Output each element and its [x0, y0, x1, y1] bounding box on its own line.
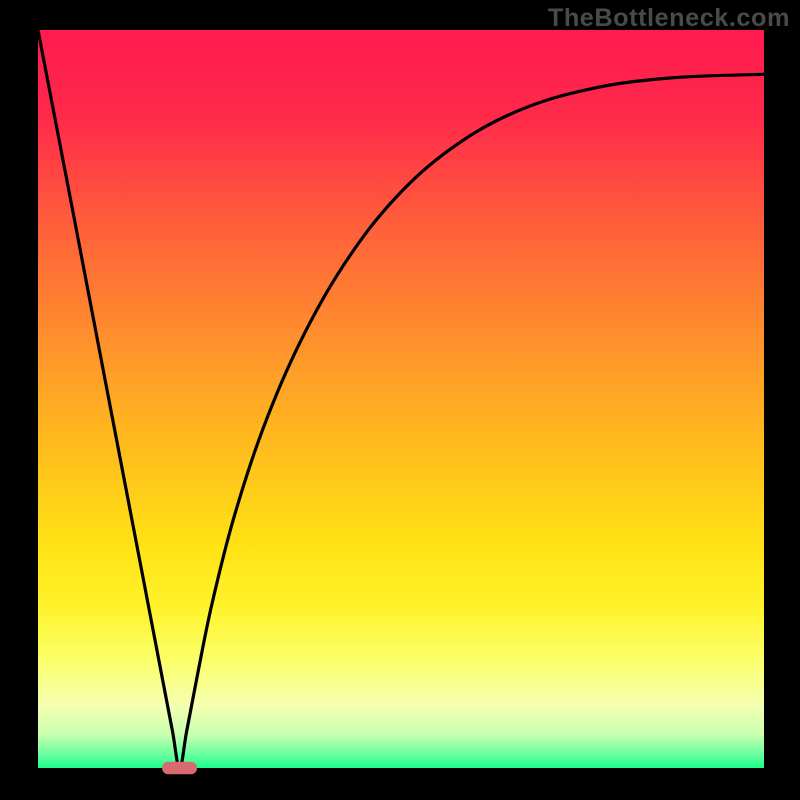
watermark-text: TheBottleneck.com: [548, 4, 790, 33]
chart-container: TheBottleneck.com: [0, 0, 800, 800]
bottleneck-chart: [0, 0, 800, 800]
optimal-marker: [162, 762, 197, 775]
gradient-background: [38, 30, 764, 768]
